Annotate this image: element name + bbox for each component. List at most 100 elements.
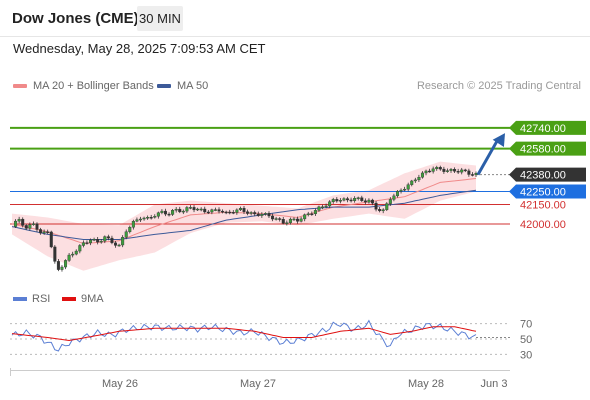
candle-body xyxy=(192,207,196,211)
candle-body xyxy=(242,208,246,212)
candle-body xyxy=(381,209,385,212)
legend-label-ma20: MA 20 + Bollinger Bands xyxy=(33,80,154,92)
candle-body xyxy=(92,239,96,241)
candle-body xyxy=(246,211,250,214)
candle-body xyxy=(413,179,417,182)
candle-body xyxy=(81,242,85,246)
rsi-tick-50: 50 xyxy=(520,334,532,346)
candle-body xyxy=(410,180,414,185)
x-tick-label: May 26 xyxy=(102,378,138,390)
candle-body xyxy=(271,215,275,220)
candle-body xyxy=(310,213,314,216)
level-label-42150.00: 42150.00 xyxy=(520,199,566,211)
candle-body xyxy=(378,209,382,212)
candle-body xyxy=(249,212,253,214)
candle-body xyxy=(60,266,64,270)
candle-body xyxy=(85,242,89,244)
candle-body xyxy=(174,208,178,211)
candle-body xyxy=(99,240,103,243)
candle-body xyxy=(299,218,303,222)
candle-body xyxy=(96,239,100,243)
candle-body xyxy=(324,205,328,208)
candle-body xyxy=(260,213,264,216)
candle-body xyxy=(56,261,60,270)
candle-body xyxy=(263,213,267,215)
candle-body xyxy=(385,203,389,210)
candle-body xyxy=(39,229,43,234)
candle-body xyxy=(114,242,118,246)
candle-body xyxy=(181,210,185,213)
candle-body xyxy=(360,197,364,201)
candle-body xyxy=(131,220,135,228)
candle-body xyxy=(296,218,300,222)
candle-body xyxy=(103,236,107,242)
candle-body xyxy=(456,171,460,173)
candle-body xyxy=(370,199,374,204)
candle-body xyxy=(228,211,232,214)
candle-body xyxy=(349,199,353,202)
candle-body xyxy=(210,209,214,213)
candle-body xyxy=(367,199,371,203)
legend-item-ma20: MA 20 + Bollinger Bands xyxy=(13,80,154,92)
candle-body xyxy=(149,217,153,219)
ma50-line xyxy=(11,189,477,240)
legend-item-ma50: MA 50 xyxy=(157,80,208,92)
candle-body xyxy=(110,237,114,244)
candle-body xyxy=(185,207,189,212)
forecast-arrow-head xyxy=(492,133,505,148)
candle-body xyxy=(135,219,139,222)
x-tick-label: May 27 xyxy=(240,378,276,390)
forecast-arrow-shaft xyxy=(476,140,499,176)
candle-body xyxy=(188,207,192,209)
candle-body xyxy=(89,239,93,244)
candle-body xyxy=(206,211,210,214)
candle-body xyxy=(106,236,110,239)
candle-body xyxy=(417,177,421,181)
candle-body xyxy=(238,208,242,211)
candle-body xyxy=(267,213,271,217)
candle-body xyxy=(253,212,257,215)
candle-body xyxy=(235,209,239,213)
candle-body xyxy=(256,213,260,216)
candle-body xyxy=(321,206,325,209)
rsi-ma-legend-label: 9MA xyxy=(81,293,104,305)
rsi-tick-30: 30 xyxy=(520,349,532,361)
candle-body xyxy=(292,218,296,221)
candle-body xyxy=(21,218,25,226)
level-tag-42380.00 xyxy=(509,167,586,182)
candle-body xyxy=(403,188,407,191)
rsi-line xyxy=(11,319,477,352)
candle-body xyxy=(231,212,235,214)
candle-body xyxy=(445,170,449,172)
candle-body xyxy=(428,170,432,173)
level-label-42380.00: 42380.00 xyxy=(520,170,566,182)
candle-body xyxy=(64,260,68,268)
candle-body xyxy=(356,197,360,199)
candle-body xyxy=(53,246,57,262)
rsi-ma-legend-swatch xyxy=(62,297,76,301)
candle-body xyxy=(78,245,82,252)
timeframe-button[interactable]: 30 MIN xyxy=(137,6,183,31)
candle-body xyxy=(213,209,217,211)
candle-body xyxy=(303,214,307,220)
rsi-legend-label: RSI xyxy=(32,293,50,305)
candle-body xyxy=(338,200,342,202)
candle-body xyxy=(156,212,160,217)
candle-body xyxy=(121,237,125,246)
candle-body xyxy=(274,218,278,220)
x-tick-label: May 28 xyxy=(408,378,444,390)
x-tick-label: Jun 3 xyxy=(481,378,508,390)
candle-body xyxy=(317,206,321,211)
candle-body xyxy=(24,225,28,229)
candle-body xyxy=(395,191,399,197)
candle-body xyxy=(117,244,121,247)
bollinger-band xyxy=(12,161,476,271)
candle-body xyxy=(342,198,346,201)
candle-body xyxy=(431,168,435,172)
candle-body xyxy=(374,202,378,210)
candle-body xyxy=(331,199,335,202)
level-label-42000.00: 42000.00 xyxy=(520,219,566,231)
candle-body xyxy=(67,254,71,261)
candle-body xyxy=(196,208,200,211)
